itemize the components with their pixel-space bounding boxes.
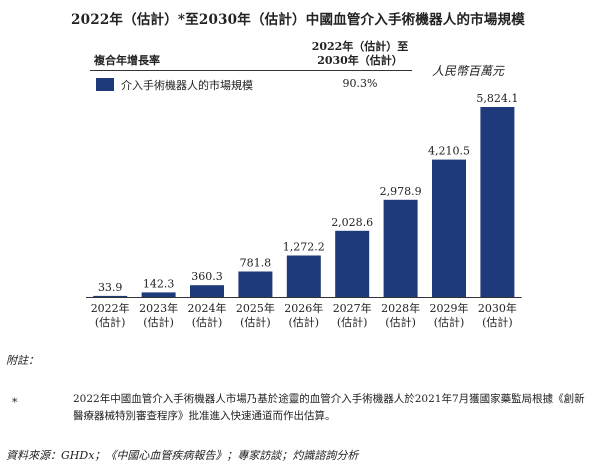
category-tick-label: (估計)	[192, 315, 223, 329]
category-tick-label: (估計)	[240, 315, 271, 329]
legend-swatch	[96, 78, 114, 91]
bar	[141, 292, 176, 297]
bar-value-label: 5,824.1	[476, 92, 518, 105]
cagr-period-line2: 2030年（估計）	[317, 54, 403, 67]
bar	[238, 271, 273, 297]
category-tick-label: (估計)	[434, 315, 465, 329]
notes-marker: *	[12, 396, 18, 409]
category-tick-label: (估計)	[143, 315, 174, 329]
notes-text: 2022年中國血管介入手術機器人市場乃基於途靈的血管介入手術機器人於2021年7…	[73, 393, 585, 422]
category-tick-label: (估計)	[482, 315, 513, 329]
unit-label: 人民幣百萬元	[432, 64, 505, 78]
category-tick-label: (估計)	[95, 315, 126, 329]
category-tick-label: 2027年	[333, 301, 372, 315]
notes-header: 附註：	[6, 354, 39, 367]
bar-value-label: 4,210.5	[428, 145, 470, 158]
legend-series-label: 介入手術機器人的市場規模	[121, 79, 253, 92]
bar-value-label: 2,028.6	[331, 216, 373, 229]
category-tick-label: (估計)	[385, 315, 416, 329]
category-tick-label: 2023年	[139, 301, 178, 315]
source-line: 資料來源：GHDx；《中國心血管疾病報告》；專家訪談；灼識諮詢分析	[6, 449, 359, 462]
bar	[93, 295, 128, 297]
bar	[480, 107, 515, 297]
category-tick-label: (估計)	[337, 315, 368, 329]
cagr-period-line1: 2022年（估計）至	[311, 40, 409, 53]
category-tick-label: 2030年	[478, 301, 517, 315]
bar	[286, 255, 321, 297]
bar-value-label: 2,978.9	[380, 185, 422, 198]
bar-value-label: 781.8	[240, 257, 272, 270]
bar-value-label: 360.3	[191, 270, 223, 283]
category-tick-label: 2028年	[381, 301, 420, 315]
cagr-period-header: 2022年（估計）至 2030年（估計）	[305, 40, 415, 68]
category-tick-label: 2025年	[236, 301, 275, 315]
bar	[335, 230, 370, 297]
cagr-header: 複合年增長率	[94, 54, 160, 67]
legend-divider	[90, 70, 412, 71]
category-tick-label: 2029年	[430, 301, 469, 315]
chart-title: 2022年（估計）*至2030年（估計）中國血管介入手術機器人的市場規模	[71, 12, 525, 28]
bar-value-label: 1,272.2	[283, 241, 325, 254]
bar	[383, 199, 418, 297]
category-tick-label: (估計)	[289, 315, 320, 329]
category-tick-label: 2022年	[91, 301, 130, 315]
bar-value-label: 142.3	[143, 277, 175, 290]
cagr-value: 90.3%	[342, 77, 378, 90]
bar	[190, 285, 224, 297]
bar-value-label: 33.9	[98, 281, 123, 294]
bar	[432, 159, 466, 297]
category-tick-label: 2026年	[284, 301, 323, 315]
category-tick-label: 2024年	[188, 301, 227, 315]
